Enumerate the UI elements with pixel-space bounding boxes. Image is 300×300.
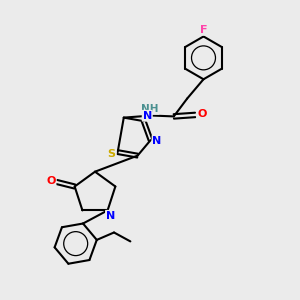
Text: NH: NH [141,104,159,114]
Text: N: N [142,111,152,121]
Text: O: O [197,109,206,119]
Text: N: N [152,136,162,146]
Text: O: O [46,176,56,185]
Text: F: F [200,25,207,35]
Text: N: N [106,211,115,221]
Text: S: S [108,148,116,159]
